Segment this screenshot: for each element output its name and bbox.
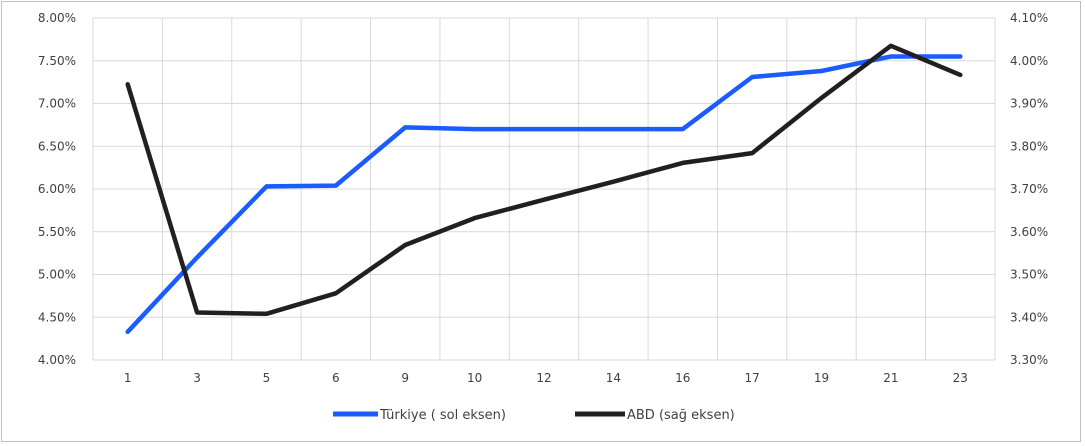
y-left-tick-label: 4.50% xyxy=(38,310,76,324)
y-right-tick-label: 3.60% xyxy=(1010,225,1048,239)
legend-label-turkiye: Türkiye ( sol eksen) xyxy=(379,408,506,423)
x-tick-label: 9 xyxy=(401,371,409,385)
x-tick-label: 14 xyxy=(606,371,621,385)
series-line-turkiye xyxy=(125,54,963,335)
x-tick-label: 17 xyxy=(745,371,760,385)
y-right-tick-label: 3.70% xyxy=(1010,182,1048,196)
x-tick-label: 19 xyxy=(814,371,829,385)
x-tick-label: 6 xyxy=(332,371,340,385)
left-axis: 4.00% 4.50% 5.00% 5.50% 6.00% 6.50% 7.00% 7.50%… xyxy=(38,11,76,367)
series-line-abd xyxy=(125,43,963,317)
x-tick-label: 10 xyxy=(467,371,482,385)
right-axis: 3.30% 3.40% 3.50% 3.60% 3.70% 3.80% 3.90% 4.00%… xyxy=(1010,11,1048,367)
y-left-tick-label: 7.50% xyxy=(38,54,76,68)
y-left-tick-label: 6.50% xyxy=(38,139,76,153)
y-right-tick-label: 3.50% xyxy=(1010,268,1048,282)
x-tick-label: 21 xyxy=(883,371,898,385)
y-left-tick-label: 4.00% xyxy=(38,353,76,367)
y-right-tick-label: 4.00% xyxy=(1010,54,1048,68)
y-left-tick-label: 5.50% xyxy=(38,225,76,239)
x-axis: 1 3 5 6 9 10 12 14 16 17 19 21 23 xyxy=(124,371,968,385)
y-right-tick-label: 3.80% xyxy=(1010,139,1048,153)
x-tick-label: 12 xyxy=(536,371,551,385)
legend: Türkiye ( sol eksen) ABD (sağ eksen) xyxy=(333,408,735,423)
x-tick-label: 5 xyxy=(263,371,271,385)
y-left-tick-label: 5.00% xyxy=(38,268,76,282)
y-left-tick-label: 8.00% xyxy=(38,11,76,25)
legend-label-abd: ABD (sağ eksen) xyxy=(627,408,735,423)
y-left-tick-label: 6.00% xyxy=(38,182,76,196)
y-right-tick-label: 3.30% xyxy=(1010,353,1048,367)
x-tick-label: 16 xyxy=(675,371,690,385)
x-tick-label: 1 xyxy=(124,371,132,385)
y-right-tick-label: 4.10% xyxy=(1010,11,1048,25)
x-tick-label: 23 xyxy=(953,371,968,385)
grid-lines xyxy=(92,17,996,361)
x-tick-label: 3 xyxy=(193,371,201,385)
y-right-tick-label: 3.90% xyxy=(1010,97,1048,111)
y-right-tick-label: 3.40% xyxy=(1010,310,1048,324)
y-left-tick-label: 7.00% xyxy=(38,97,76,111)
series-lines xyxy=(125,43,963,335)
